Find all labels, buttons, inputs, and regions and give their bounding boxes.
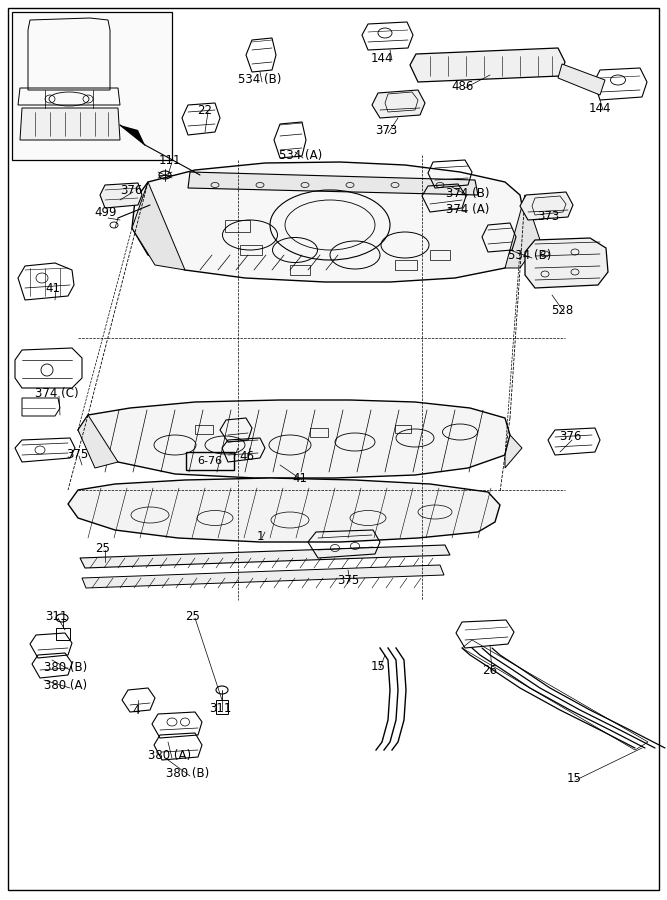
Polygon shape bbox=[525, 238, 608, 288]
Text: 41: 41 bbox=[293, 472, 307, 484]
Text: 374 (B): 374 (B) bbox=[446, 186, 490, 200]
Bar bbox=[310, 428, 328, 437]
Bar bbox=[240, 245, 262, 255]
Text: 46: 46 bbox=[239, 449, 255, 463]
Text: 4: 4 bbox=[132, 704, 140, 716]
Polygon shape bbox=[80, 545, 450, 568]
Text: 1: 1 bbox=[256, 529, 263, 543]
Polygon shape bbox=[410, 48, 565, 82]
Polygon shape bbox=[78, 415, 118, 468]
Text: 376: 376 bbox=[120, 184, 142, 196]
Text: 144: 144 bbox=[371, 51, 394, 65]
Text: 534 (B): 534 (B) bbox=[238, 74, 281, 86]
Text: 375: 375 bbox=[66, 447, 88, 461]
Text: 22: 22 bbox=[197, 104, 213, 116]
Polygon shape bbox=[505, 195, 540, 268]
Text: 25: 25 bbox=[95, 542, 111, 554]
Polygon shape bbox=[132, 182, 185, 270]
Text: 15: 15 bbox=[566, 771, 582, 785]
Text: 376: 376 bbox=[559, 429, 581, 443]
Polygon shape bbox=[520, 192, 573, 220]
Polygon shape bbox=[78, 400, 510, 478]
Bar bbox=[186, 452, 234, 470]
Polygon shape bbox=[100, 183, 142, 208]
Text: 26: 26 bbox=[482, 663, 498, 677]
Bar bbox=[195, 425, 213, 434]
Text: 311: 311 bbox=[209, 701, 231, 715]
Text: 534 (A): 534 (A) bbox=[279, 149, 323, 163]
Bar bbox=[12, 12, 172, 160]
Polygon shape bbox=[82, 565, 444, 588]
Text: 144: 144 bbox=[589, 102, 611, 114]
Text: 373: 373 bbox=[375, 123, 397, 137]
Bar bbox=[430, 250, 450, 260]
Text: 380 (B): 380 (B) bbox=[166, 768, 209, 780]
Bar bbox=[395, 425, 411, 433]
Polygon shape bbox=[132, 162, 525, 282]
Polygon shape bbox=[372, 90, 425, 118]
Text: 528: 528 bbox=[551, 303, 573, 317]
Text: 374 (C): 374 (C) bbox=[35, 388, 79, 400]
Polygon shape bbox=[558, 64, 605, 95]
Polygon shape bbox=[188, 172, 478, 195]
Text: 111: 111 bbox=[159, 154, 181, 166]
Text: 499: 499 bbox=[95, 206, 117, 220]
Bar bbox=[290, 265, 310, 275]
Text: 311: 311 bbox=[45, 609, 67, 623]
Text: 25: 25 bbox=[185, 609, 201, 623]
Text: 380 (B): 380 (B) bbox=[45, 662, 87, 674]
Bar bbox=[225, 220, 250, 232]
Text: 534 (B): 534 (B) bbox=[508, 249, 552, 263]
Polygon shape bbox=[120, 125, 145, 145]
Text: 486: 486 bbox=[452, 79, 474, 93]
Text: 380 (A): 380 (A) bbox=[45, 680, 87, 692]
Text: 15: 15 bbox=[371, 660, 386, 672]
Polygon shape bbox=[505, 435, 522, 468]
Text: 375: 375 bbox=[337, 573, 359, 587]
Text: 374 (A): 374 (A) bbox=[446, 203, 490, 217]
Text: 6-76: 6-76 bbox=[197, 456, 223, 466]
Bar bbox=[395, 260, 417, 270]
Text: 373: 373 bbox=[537, 210, 559, 222]
Polygon shape bbox=[68, 478, 500, 542]
Polygon shape bbox=[20, 108, 120, 140]
Text: 41: 41 bbox=[45, 282, 61, 294]
Text: 380 (A): 380 (A) bbox=[149, 750, 191, 762]
